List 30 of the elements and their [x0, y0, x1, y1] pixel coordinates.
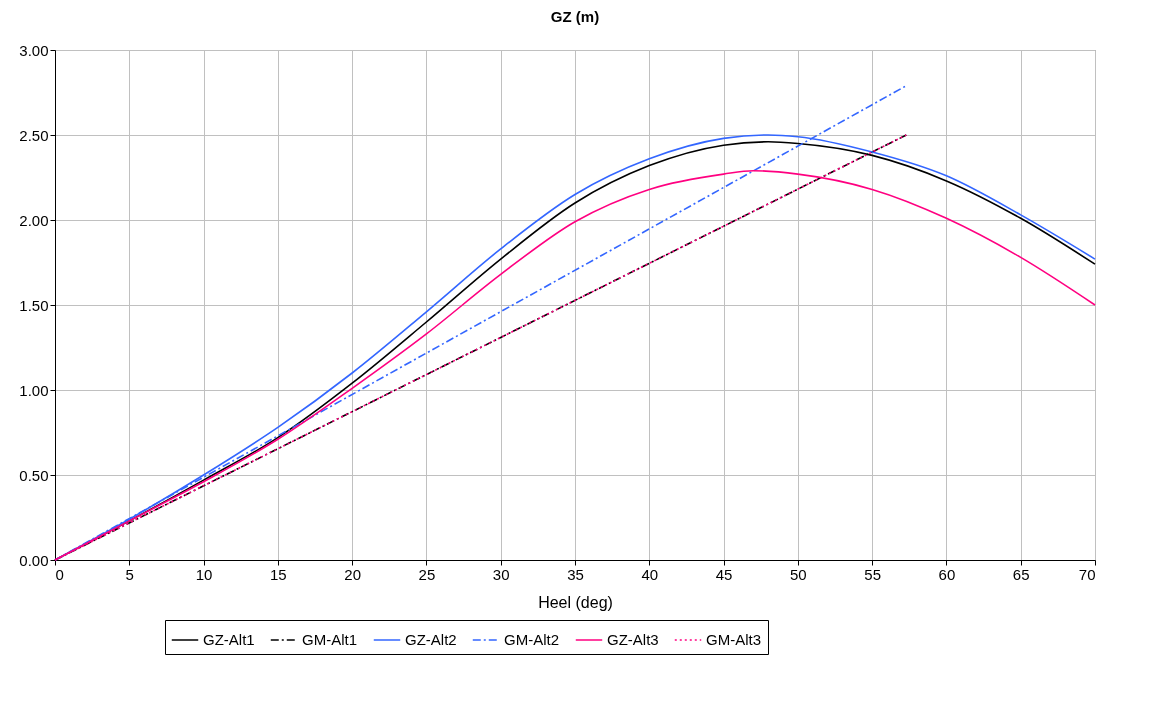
- x-tick-label: 30: [492, 565, 510, 583]
- y-tick-label: 3.00: [19, 41, 49, 59]
- x-tick-label: 20: [344, 565, 361, 583]
- x-tick-label: 70: [1078, 565, 1096, 583]
- y-tick-label: 2.50: [19, 126, 49, 144]
- chart-title: GZ (m): [550, 8, 600, 25]
- legend-label: GM-Alt3: [706, 631, 762, 648]
- x-tick-label: 60: [938, 565, 956, 583]
- x-tick-label: 10: [195, 565, 213, 583]
- x-tick-label: 5: [125, 565, 134, 583]
- y-tick-label: 0.00: [19, 551, 49, 569]
- x-tick-label: 25: [418, 565, 436, 583]
- legend-label: GM-Alt1: [302, 631, 358, 648]
- legend-label: GZ-Alt2: [405, 631, 457, 648]
- legend-label: GZ-Alt3: [607, 631, 659, 648]
- x-tick-label: 45: [715, 565, 733, 583]
- x-tick-label: 15: [270, 565, 287, 583]
- y-tick-label: 1.00: [19, 381, 49, 399]
- x-tick-label: 0: [55, 565, 64, 583]
- x-tick-label: 40: [641, 565, 659, 583]
- x-tick-label: 65: [1012, 565, 1030, 583]
- x-tick-label: 50: [790, 565, 807, 583]
- legend-label: GZ-Alt1: [203, 631, 255, 648]
- x-tick-label: 55: [864, 565, 881, 583]
- legend-label: GM-Alt2: [504, 631, 560, 648]
- y-tick-label: 1.50: [19, 296, 49, 314]
- y-tick-label: 2.00: [19, 211, 49, 229]
- y-tick-label: 0.50: [19, 466, 49, 484]
- x-axis-title: Heel (deg): [538, 593, 613, 611]
- x-tick-label: 35: [567, 565, 584, 583]
